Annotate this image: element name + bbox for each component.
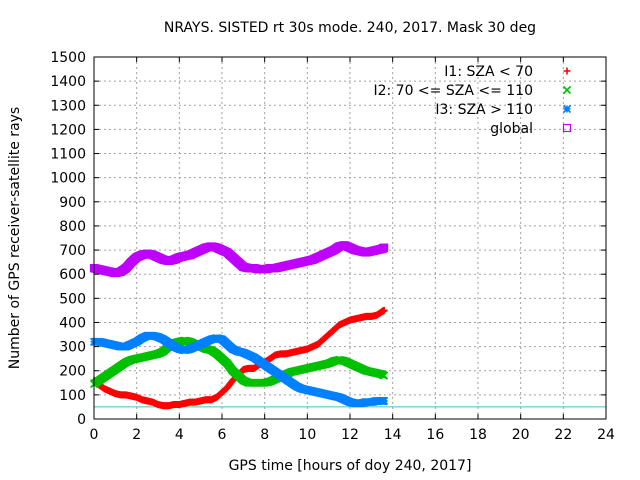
x-tick-label: 24 <box>597 427 615 443</box>
x-tick-label: 16 <box>426 427 444 443</box>
data-marks <box>89 241 389 410</box>
x-tick-label: 8 <box>260 427 269 443</box>
y-tick-label: 800 <box>59 219 86 235</box>
x-tick-label: 4 <box>175 427 184 443</box>
chart-title: NRAYS. SISTED rt 30s mode. 240, 2017. Ma… <box>164 20 536 36</box>
y-tick-label: 200 <box>59 364 86 380</box>
data-point <box>380 306 388 314</box>
y-tick-label: 400 <box>59 315 86 331</box>
legend-label: global <box>490 121 533 137</box>
legend: I1: SZA < 70 I2: 70 <= SZA <= 110 I3: SZA … <box>373 64 572 137</box>
y-tick-label: 900 <box>59 195 86 211</box>
y-tick-label: 1500 <box>50 50 86 66</box>
y-tick-label: 100 <box>59 388 86 404</box>
x-tick-label: 14 <box>384 427 402 443</box>
y-tick-label: 0 <box>77 412 86 428</box>
legend-marker <box>562 123 572 133</box>
series-3 <box>89 331 389 408</box>
x-axis-ticks: 0 2 4 6 8 10 12 14 16 18 20 22 24 <box>90 57 615 443</box>
legend-label: I2: 70 <= SZA <= 110 <box>373 83 533 99</box>
y-tick-label: 500 <box>59 291 86 307</box>
series-4 <box>89 241 389 278</box>
data-point <box>380 243 389 252</box>
y-tick-label: 300 <box>59 340 86 356</box>
x-tick-label: 0 <box>90 427 99 443</box>
y-axis-label: Number of GPS receiver-satellite rays <box>7 107 23 369</box>
y-tick-label: 1100 <box>50 147 86 163</box>
data-point <box>380 396 389 405</box>
legend-label: I3: SZA > 110 <box>435 102 533 118</box>
series-2 <box>89 336 389 389</box>
y-tick-label: 1300 <box>50 98 86 114</box>
x-tick-label: 12 <box>341 427 359 443</box>
legend-label: I1: SZA < 70 <box>444 64 533 80</box>
x-tick-label: 2 <box>132 427 141 443</box>
x-tick-label: 18 <box>469 427 487 443</box>
y-tick-label: 600 <box>59 267 86 283</box>
y-tick-label: 1200 <box>50 122 86 138</box>
y-tick-label: 1400 <box>50 74 86 90</box>
x-tick-label: 22 <box>554 427 572 443</box>
y-tick-label: 1000 <box>50 171 86 187</box>
x-tick-label: 6 <box>218 427 227 443</box>
x-tick-label: 20 <box>512 427 530 443</box>
y-tick-label: 700 <box>59 243 86 259</box>
x-tick-label: 10 <box>298 427 316 443</box>
legend-marker <box>563 67 571 75</box>
x-axis-label: GPS time [hours of doy 240, 2017] <box>229 458 472 474</box>
y-axis-ticks: 0 100 200 300 400 500 600 700 800 900 1000 1100 1200… <box>50 50 606 428</box>
legend-marker <box>562 104 572 114</box>
legend-marker <box>562 85 572 95</box>
data-point <box>380 371 389 380</box>
